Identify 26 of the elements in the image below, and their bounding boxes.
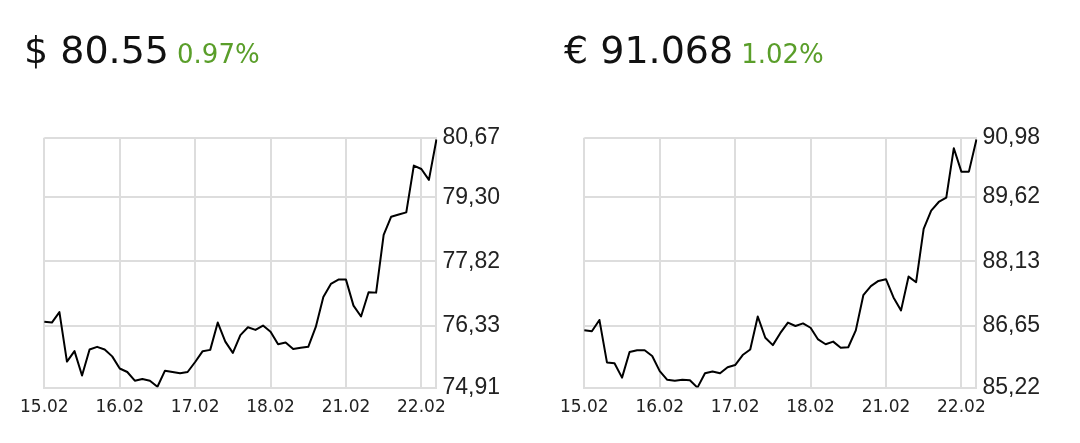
x-tick-label: 16.02	[635, 396, 685, 417]
x-tick-label: 17.02	[710, 396, 760, 417]
chart-title: $ 80.55	[24, 28, 170, 72]
y-tick-label: 88,13	[982, 246, 1041, 273]
x-tick-label: 21.02	[861, 396, 911, 417]
x-tick-label: 22.02	[397, 396, 446, 417]
x-tick-label: 21.02	[321, 396, 371, 417]
x-tick-label: 15.02	[560, 396, 609, 417]
y-tick-label: 76,33	[442, 311, 501, 338]
x-tick-label: 18.02	[246, 396, 295, 417]
y-tick-label: 80,67	[442, 123, 501, 150]
y-tick-label: 90,98	[982, 123, 1041, 150]
y-tick-label: 74,91	[442, 372, 501, 399]
x-tick-label: 16.02	[95, 396, 145, 417]
x-tick-label: 15.02	[20, 396, 69, 417]
y-tick-label: 85,22	[982, 372, 1041, 399]
x-tick-label: 22.02	[937, 396, 986, 417]
chart-subtitle: 1.02%	[741, 39, 824, 69]
y-tick-label: 89,62	[982, 182, 1041, 209]
y-tick-label: 77,82	[442, 246, 501, 273]
x-tick-label: 17.02	[170, 396, 220, 417]
y-tick-label: 79,30	[442, 182, 501, 209]
chart-subtitle: 0.97%	[177, 39, 260, 69]
y-tick-label: 86,65	[982, 310, 1041, 337]
x-tick-label: 18.02	[786, 396, 835, 417]
chart-title: € 91.068	[564, 28, 734, 72]
